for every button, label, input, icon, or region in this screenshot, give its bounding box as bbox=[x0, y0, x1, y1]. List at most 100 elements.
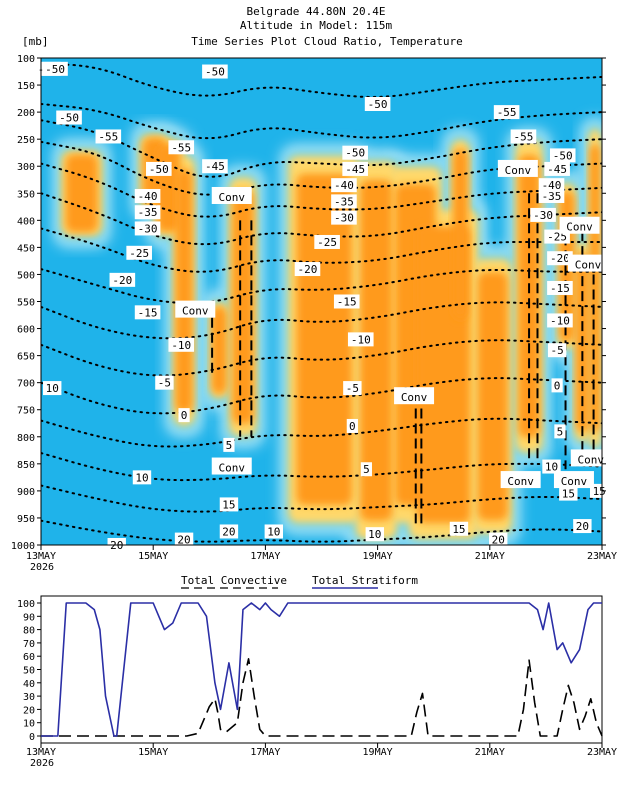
isotherm-label-text: -20 bbox=[112, 274, 132, 287]
time-tick-label: 19MAY bbox=[363, 551, 393, 562]
pressure-tick-label: 100 bbox=[17, 54, 35, 65]
isotherm-label-box bbox=[219, 524, 239, 539]
isotherm-label-box bbox=[542, 459, 561, 474]
isotherm-label: -50 bbox=[342, 145, 368, 160]
conv-label: Conv bbox=[553, 471, 594, 489]
y-axis-unit: [mb] bbox=[22, 35, 49, 48]
conv-label-box bbox=[500, 471, 541, 489]
isotherm-label: 0 bbox=[178, 408, 190, 423]
pressure-tick-label: 900 bbox=[17, 487, 35, 498]
isotherm-label-text: -50 bbox=[205, 66, 225, 79]
isotherm-label-text: -10 bbox=[550, 314, 570, 327]
isotherm-label-text: 5 bbox=[363, 463, 370, 476]
conv-label: Conv bbox=[211, 186, 252, 204]
isotherm-label: -20 bbox=[109, 272, 136, 287]
isotherm-label-text: 10 bbox=[46, 382, 59, 395]
isotherm-label-text: -5 bbox=[550, 344, 563, 357]
isotherm-label-box bbox=[547, 343, 567, 358]
isotherm-label: 15 bbox=[559, 486, 578, 501]
isotherm-label: -5 bbox=[547, 343, 567, 358]
ratio-tick-label: 50 bbox=[23, 666, 35, 677]
conv-label-box bbox=[211, 457, 252, 475]
conv-label-text: Conv bbox=[566, 221, 593, 234]
isotherm-label-text: -10 bbox=[171, 339, 191, 352]
cloud-core bbox=[360, 179, 393, 521]
isotherm-label-box bbox=[331, 178, 357, 193]
isotherm-label-box bbox=[547, 280, 573, 295]
isotherm-label-text: 15 bbox=[452, 523, 465, 536]
cloud-core bbox=[211, 306, 227, 395]
isotherm-label-box bbox=[538, 178, 565, 193]
ratio-tick-label: 0 bbox=[29, 732, 35, 743]
ratio-tick-label: 40 bbox=[23, 679, 35, 690]
isotherm-label: -40 bbox=[331, 178, 357, 193]
chart-subtitle-description: Time Series Plot Cloud Ratio, Temperatur… bbox=[191, 35, 463, 48]
time-year-label: 2026 bbox=[30, 758, 54, 769]
pressure-tick-label: 300 bbox=[17, 162, 35, 173]
time-tick-label: 17MAY bbox=[250, 747, 280, 758]
ratio-tick-label: 30 bbox=[23, 692, 35, 703]
isotherm-label-box bbox=[56, 110, 82, 125]
isotherm-label-box bbox=[449, 521, 469, 536]
isotherm-label-box bbox=[331, 194, 357, 209]
isotherm-label-box bbox=[42, 61, 68, 76]
pressure-tick-label: 600 bbox=[17, 325, 35, 336]
isotherm-label-text: 0 bbox=[181, 409, 188, 422]
isotherm-label-box bbox=[134, 188, 161, 203]
isotherm-label-text: -55 bbox=[497, 106, 517, 119]
conv-label: Conv bbox=[175, 300, 216, 318]
isotherm-label-text: -5 bbox=[346, 382, 359, 395]
isotherm-label: 20 bbox=[573, 519, 592, 534]
isotherm-label: -45 bbox=[342, 161, 368, 176]
chart-title: Belgrade 44.80N 20.4E bbox=[246, 5, 385, 18]
isotherm-label: -15 bbox=[547, 280, 573, 295]
isotherm-label-box bbox=[589, 483, 609, 498]
isotherm-label-box bbox=[493, 105, 520, 120]
isotherm-label-box bbox=[530, 207, 556, 222]
isotherm-line bbox=[41, 140, 602, 196]
isotherm-label-text: -40 bbox=[542, 179, 562, 192]
isotherm-label-box bbox=[219, 497, 239, 512]
legend: Total Convective Total Stratiform bbox=[181, 574, 418, 589]
isotherm-label: 0 bbox=[346, 418, 358, 433]
isotherm-label: 5 bbox=[554, 424, 566, 439]
pressure-tick-label: 750 bbox=[17, 406, 35, 417]
pressure-tick-label: 700 bbox=[17, 379, 35, 390]
isotherm-label-text: -20 bbox=[298, 263, 318, 276]
isotherm-label: 20 bbox=[174, 532, 194, 547]
isotherm-label-box bbox=[333, 294, 360, 309]
conv-label-text: Conv bbox=[578, 453, 605, 466]
isotherm-label-box bbox=[168, 140, 195, 155]
isotherm-label-text: -45 bbox=[345, 163, 365, 176]
isotherm-label-box bbox=[559, 486, 578, 501]
cloud-core bbox=[452, 148, 468, 320]
isotherm-label-box bbox=[364, 96, 391, 111]
isotherm-label-text: -10 bbox=[351, 333, 371, 346]
isotherm-label-box bbox=[365, 527, 384, 542]
isotherm-label-text: 15 bbox=[222, 498, 235, 511]
isotherm-label-text: 20 bbox=[576, 520, 589, 533]
isotherm-label-text: 15 bbox=[593, 485, 606, 498]
isotherm-label: -50 bbox=[202, 64, 228, 79]
cloud-core bbox=[589, 144, 601, 432]
ratio-tick-label: 70 bbox=[23, 639, 35, 650]
isotherm-label-text: -50 bbox=[149, 163, 169, 176]
isotherm-label-text: -35 bbox=[334, 195, 354, 208]
pressure-tick-label: 950 bbox=[17, 514, 35, 525]
isotherm-label-box bbox=[174, 532, 194, 547]
isotherm-line bbox=[41, 162, 602, 218]
conv-label-box bbox=[567, 254, 608, 272]
isotherm-line bbox=[41, 519, 602, 543]
isotherm-label: 10 bbox=[365, 527, 384, 542]
ratio-tick-label: 80 bbox=[23, 626, 35, 637]
isotherm-line bbox=[41, 192, 602, 246]
conv-label-text: Conv bbox=[218, 191, 245, 204]
isotherm-label: 10 bbox=[264, 524, 284, 539]
isotherm-label-box bbox=[551, 378, 563, 393]
isotherm-label: 10 bbox=[132, 470, 152, 485]
pressure-tick-label: 800 bbox=[17, 433, 35, 444]
isotherm-label: -20 bbox=[547, 251, 573, 266]
isotherm-label: -5 bbox=[343, 381, 362, 396]
isotherm-label-box bbox=[544, 161, 570, 176]
isotherm-label: -55 bbox=[168, 140, 195, 155]
